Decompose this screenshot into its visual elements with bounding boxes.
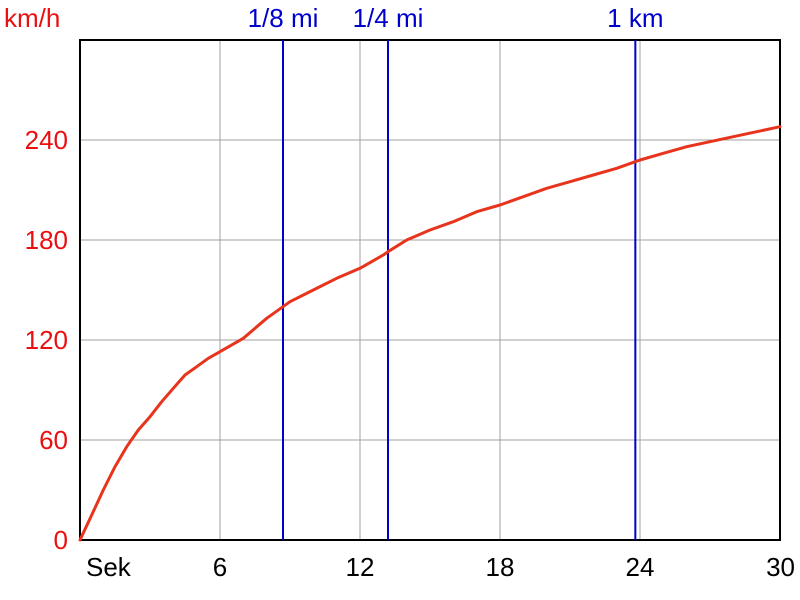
y-tick-label: 180: [25, 225, 68, 255]
y-tick-label: 240: [25, 125, 68, 155]
y-tick-label: 0: [54, 525, 68, 555]
x-tick-label: 18: [486, 552, 515, 582]
grid-lines: [80, 40, 780, 540]
distance-markers: 1/8 mi 1/4 mi 1 km: [248, 3, 664, 540]
x-axis-label: Sek: [86, 552, 132, 582]
x-tick-labels: 6 12 18 24 30: [213, 552, 795, 582]
x-tick-label: 30: [766, 552, 795, 582]
x-tick-label: 24: [626, 552, 655, 582]
x-tick-label: 12: [346, 552, 375, 582]
y-tick-label: 60: [39, 425, 68, 455]
y-tick-label: 120: [25, 325, 68, 355]
x-tick-label: 6: [213, 552, 227, 582]
series-group: [78, 125, 782, 542]
speed-series-line: [78, 125, 782, 542]
distance-marker-label: 1 km: [607, 3, 663, 33]
y-axis-label: km/h: [4, 3, 60, 33]
distance-marker-label: 1/4 mi: [353, 3, 424, 33]
plot-frame: [79, 39, 781, 541]
plot-background: [80, 40, 780, 540]
distance-marker-label: 1/8 mi: [248, 3, 319, 33]
y-tick-labels: 0 60 120 180 240: [25, 125, 68, 555]
